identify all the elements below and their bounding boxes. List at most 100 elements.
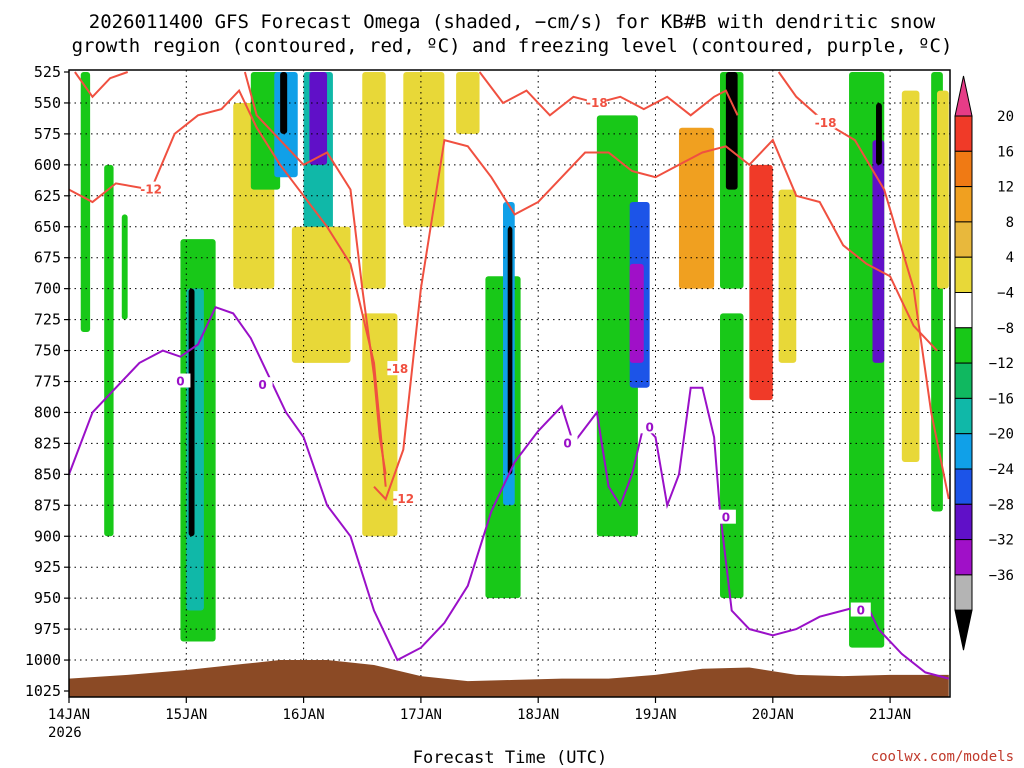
grid-layer [69, 70, 950, 697]
dgz-contour-label: -12 [392, 492, 414, 506]
y-tick-label: 900 [34, 527, 61, 545]
chart-title-line-1: 2026011400 GFS Forecast Omega (shaded, −… [89, 11, 936, 33]
dgz-contour-label: -18 [815, 116, 837, 130]
omega-cell [291, 226, 351, 363]
dgz-contour-label-bg [393, 491, 414, 506]
freezing-contour-label: 0 [258, 378, 266, 392]
colorbar-segment [954, 256, 973, 294]
y-tick-label: 975 [34, 620, 61, 638]
x-year-label: 2026 [48, 725, 82, 741]
freezing-contour-label-bg [850, 602, 871, 617]
dgz-contour-label-bg [387, 361, 408, 376]
colorbar-tick-label: −16 [989, 391, 1014, 407]
colorbar-tick-label: −8 [997, 321, 1014, 337]
terrain-layer [69, 660, 949, 697]
freezing-contour-label-bg [170, 373, 191, 388]
x-tick-label: 19JAN [634, 707, 676, 723]
colorbar-segment [954, 468, 973, 505]
y-tick-label: 825 [34, 434, 61, 452]
colorbar-top-arrow [954, 75, 973, 117]
omega-cell [456, 72, 480, 134]
x-tick-label: 20JAN [752, 707, 794, 723]
freezing-contour-label-bg [557, 435, 578, 450]
colorbar-segment [954, 397, 973, 435]
colorbar: 20 16 12 8 4 −4 −8 −12 −16 −20 −24 −28 −32 −36 [954, 75, 1014, 651]
y-tick-label: 875 [34, 496, 61, 514]
dgz-contour-line [478, 71, 739, 117]
omega-cell [678, 127, 715, 289]
omega-cell [629, 263, 644, 363]
colorbar-segment [954, 574, 973, 611]
freezing-contour-label-bg [715, 509, 736, 524]
colorbar-tick-label: −28 [989, 497, 1014, 513]
freezing-contour-label: 0 [176, 375, 184, 389]
y-tick-label: 675 [34, 249, 61, 267]
dgz-contour-label: -18 [387, 362, 409, 376]
omega-cell [362, 72, 386, 289]
y-tick-label: 775 [34, 373, 61, 391]
omega-cell [250, 72, 281, 190]
y-tick-label: 1025 [25, 682, 61, 700]
credit-label: coolwx.com/models [871, 749, 1014, 765]
colorbar-segment [954, 186, 973, 223]
colorbar-tick-label: 20 [997, 109, 1014, 125]
dgz-contour-layer: -12-18-18-12-18-18 [68, 71, 950, 506]
terrain-fill [69, 660, 949, 697]
freezing-contour-label: 0 [645, 420, 653, 434]
y-axis: 525 550 575 600 625 650 675 700 725 750 775 800 825 8… [25, 63, 69, 700]
y-tick-label: 600 [34, 156, 61, 174]
colorbar-bottom-arrow [954, 609, 973, 651]
omega-cell [872, 140, 885, 363]
y-tick-label: 700 [34, 280, 61, 298]
colorbar-tick-label: 8 [1006, 215, 1014, 231]
omega-cell [80, 72, 91, 332]
omega-cell [188, 288, 195, 537]
freezing-contour-label: 0 [722, 511, 730, 525]
x-tick-label: 21JAN [869, 707, 911, 723]
dgz-contour-label-bg [815, 114, 836, 129]
colorbar-segment [954, 115, 973, 152]
y-tick-label: 800 [34, 403, 61, 421]
y-tick-label: 925 [34, 558, 61, 576]
omega-cell [937, 90, 949, 289]
omega-cell [778, 189, 797, 363]
colorbar-tick-label: −4 [997, 286, 1014, 302]
colorbar-tick-label: −36 [989, 568, 1014, 584]
colorbar-segment [954, 292, 973, 329]
omega-cell [596, 115, 638, 537]
y-tick-label: 850 [34, 465, 61, 483]
dgz-contour-line [777, 71, 950, 500]
plot-frame [68, 69, 951, 698]
y-tick-label: 525 [34, 63, 61, 81]
omega-cell [309, 72, 328, 165]
x-tick-label: 16JAN [283, 707, 325, 723]
colorbar-segment [954, 150, 973, 188]
y-tick-label: 725 [34, 311, 61, 329]
colorbar-segment [954, 327, 973, 364]
dgz-contour-line [68, 88, 387, 487]
colorbar-segment [954, 539, 973, 576]
omega-cell [749, 164, 773, 401]
freezing-contour-label: 0 [857, 604, 865, 618]
y-tick-label: 575 [34, 125, 61, 143]
colorbar-segment [954, 433, 973, 470]
x-axis-label: Forecast Time (UTC) [413, 748, 607, 768]
x-tick-label: 14JAN [48, 707, 90, 723]
colorbar-tick-label: −24 [989, 462, 1014, 478]
y-tick-label: 650 [34, 218, 61, 236]
colorbar-tick-label: 12 [997, 180, 1014, 196]
omega-cell [720, 313, 744, 599]
y-tick-label: 625 [34, 187, 61, 205]
dgz-contour-label-bg [141, 181, 162, 196]
freezing-contour-label: 0 [563, 436, 571, 450]
colorbar-segment [954, 221, 973, 258]
y-tick-label: 950 [34, 589, 61, 607]
omega-cell [725, 72, 738, 190]
freezing-contour-line [68, 305, 950, 680]
colorbar-tick-label: −12 [989, 356, 1014, 372]
dgz-contour-line [373, 138, 938, 501]
dgz-contour-label: -12 [140, 183, 162, 197]
dgz-contour-label-bg [586, 94, 607, 109]
